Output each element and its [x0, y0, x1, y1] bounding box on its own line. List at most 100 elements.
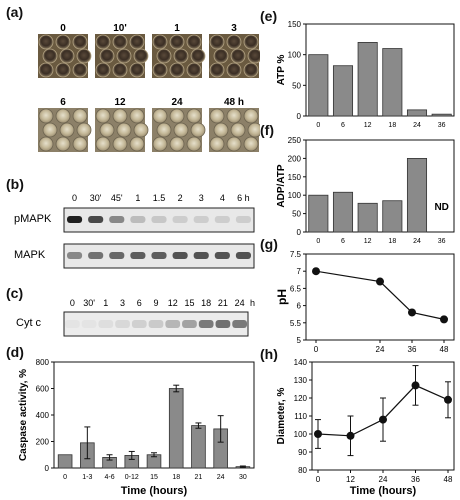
x-axis-label: Time (hours)	[121, 485, 188, 497]
blot-unit-label: h	[250, 298, 255, 308]
y-axis-label: pH	[275, 289, 289, 305]
plot-frame	[305, 253, 455, 341]
x-tick-label: 12	[346, 475, 355, 484]
micrograph-time-label: 3	[231, 23, 237, 34]
x-tick-label: 24	[217, 474, 225, 481]
data-point	[411, 381, 420, 390]
chart-atp: 0 50 100 150 ATP % 0 6 12 18 24 36	[276, 20, 455, 129]
cell-egg	[116, 122, 132, 138]
cell-egg	[243, 136, 259, 152]
y-tick-label: 0	[297, 228, 302, 237]
blot-lane-label: 0	[72, 193, 77, 203]
cell-egg	[186, 136, 202, 152]
blot-band	[131, 320, 147, 328]
panel-label-a: (a)	[6, 4, 24, 20]
cell-egg	[209, 108, 225, 124]
bar	[357, 202, 378, 233]
cell-egg	[129, 62, 145, 78]
y-tick-label: 250	[288, 136, 302, 145]
cell-egg	[76, 48, 92, 64]
bar	[168, 388, 184, 469]
cell-egg	[42, 122, 58, 138]
blot-band	[172, 252, 188, 259]
western-blot-mapk: 0 30' 45' 1 1.5 2 3 4 6 h pMAPK MAPK	[14, 193, 255, 269]
cell-egg	[72, 62, 88, 78]
y-tick-label: 120	[294, 394, 308, 403]
cell-egg	[72, 34, 88, 50]
micrograph-grid: 0 10' 1 3 6 12 24 48 h	[38, 23, 260, 152]
blot-band	[165, 320, 181, 328]
bar	[431, 113, 452, 117]
cell-egg	[190, 48, 206, 64]
x-tick-label: 0	[314, 345, 319, 354]
y-tick-label: 110	[294, 412, 307, 421]
blot-lane-label: 2	[178, 193, 183, 203]
x-tick-label: 12	[364, 238, 372, 245]
blot-band	[151, 252, 167, 259]
cell-egg	[55, 62, 71, 78]
cell-egg	[247, 48, 260, 64]
y-tick-label: 150	[288, 173, 302, 182]
panel-label-h: (h)	[260, 346, 278, 362]
chart-caspase: 0 200 400 600 800 Caspase activity, % Time (ho…	[18, 358, 255, 497]
blot-lane-label: 30'	[90, 193, 102, 203]
data-point	[376, 277, 384, 286]
x-tick-label: 24	[376, 345, 385, 354]
y-tick-label: 400	[36, 411, 50, 420]
blot-lane-label: 1.5	[153, 193, 166, 203]
cell-egg	[230, 48, 246, 64]
x-tick-label: 18	[388, 122, 396, 129]
bar	[308, 54, 329, 117]
blot-lane-label: 1	[135, 193, 140, 203]
blot-band	[109, 252, 125, 259]
cell-egg	[72, 108, 88, 124]
x-tick-label: 36	[408, 345, 417, 354]
micrograph-time-label: 10'	[113, 23, 127, 34]
x-tick-label: 6	[341, 122, 345, 129]
micrograph-time-label: 6	[60, 97, 66, 108]
blot-lane-label: 45'	[111, 193, 123, 203]
y-tick-label: 80	[298, 466, 307, 475]
x-tick-label: 0	[316, 238, 320, 245]
cell-egg	[169, 136, 185, 152]
cell-egg	[59, 122, 75, 138]
y-tick-label: 100	[288, 191, 302, 200]
x-tick-label: 24	[379, 475, 388, 484]
blot-band	[235, 252, 251, 259]
cell-egg	[226, 108, 242, 124]
y-tick-label: 150	[288, 20, 302, 29]
cell-egg	[247, 122, 260, 138]
blot-lane-label: 18	[201, 298, 211, 308]
data-point	[440, 315, 448, 324]
x-tick-label: 12	[364, 122, 372, 129]
not-determined-label: ND	[434, 202, 448, 213]
blot-band	[193, 252, 209, 259]
x-tick-label: 30	[239, 474, 247, 481]
chart-adp-atp: 0 50 100 150 200 250 ADP/ATP 0 6 12 18 24 36 ND	[276, 136, 455, 245]
panel-label-f: (f)	[260, 122, 274, 138]
cell-egg	[152, 62, 168, 78]
x-tick-label: 36	[411, 475, 420, 484]
blot-band	[193, 216, 209, 223]
blot-band	[214, 252, 230, 259]
y-axis-label: ADP/ATP	[276, 164, 287, 207]
data-point	[444, 395, 452, 404]
bar	[406, 157, 428, 233]
cell-egg	[173, 48, 189, 64]
cell-egg	[243, 62, 259, 78]
cell-egg	[186, 108, 202, 124]
chart-ph: 5 5.5 6 6.5 7 7.5 pH 0 24 36 48	[275, 250, 455, 354]
bar	[191, 425, 206, 469]
panel-label-c: (c)	[6, 285, 24, 301]
cell-egg	[112, 136, 128, 152]
cell-egg	[152, 136, 168, 152]
x-tick-label: 48	[444, 475, 453, 484]
cell-egg	[213, 122, 229, 138]
bar	[382, 200, 403, 233]
x-tick-label: 6	[341, 238, 345, 245]
cell-egg	[156, 122, 172, 138]
micrograph-time-label: 48 h	[224, 97, 244, 108]
blot-band	[81, 320, 97, 328]
blot-band	[151, 216, 167, 223]
